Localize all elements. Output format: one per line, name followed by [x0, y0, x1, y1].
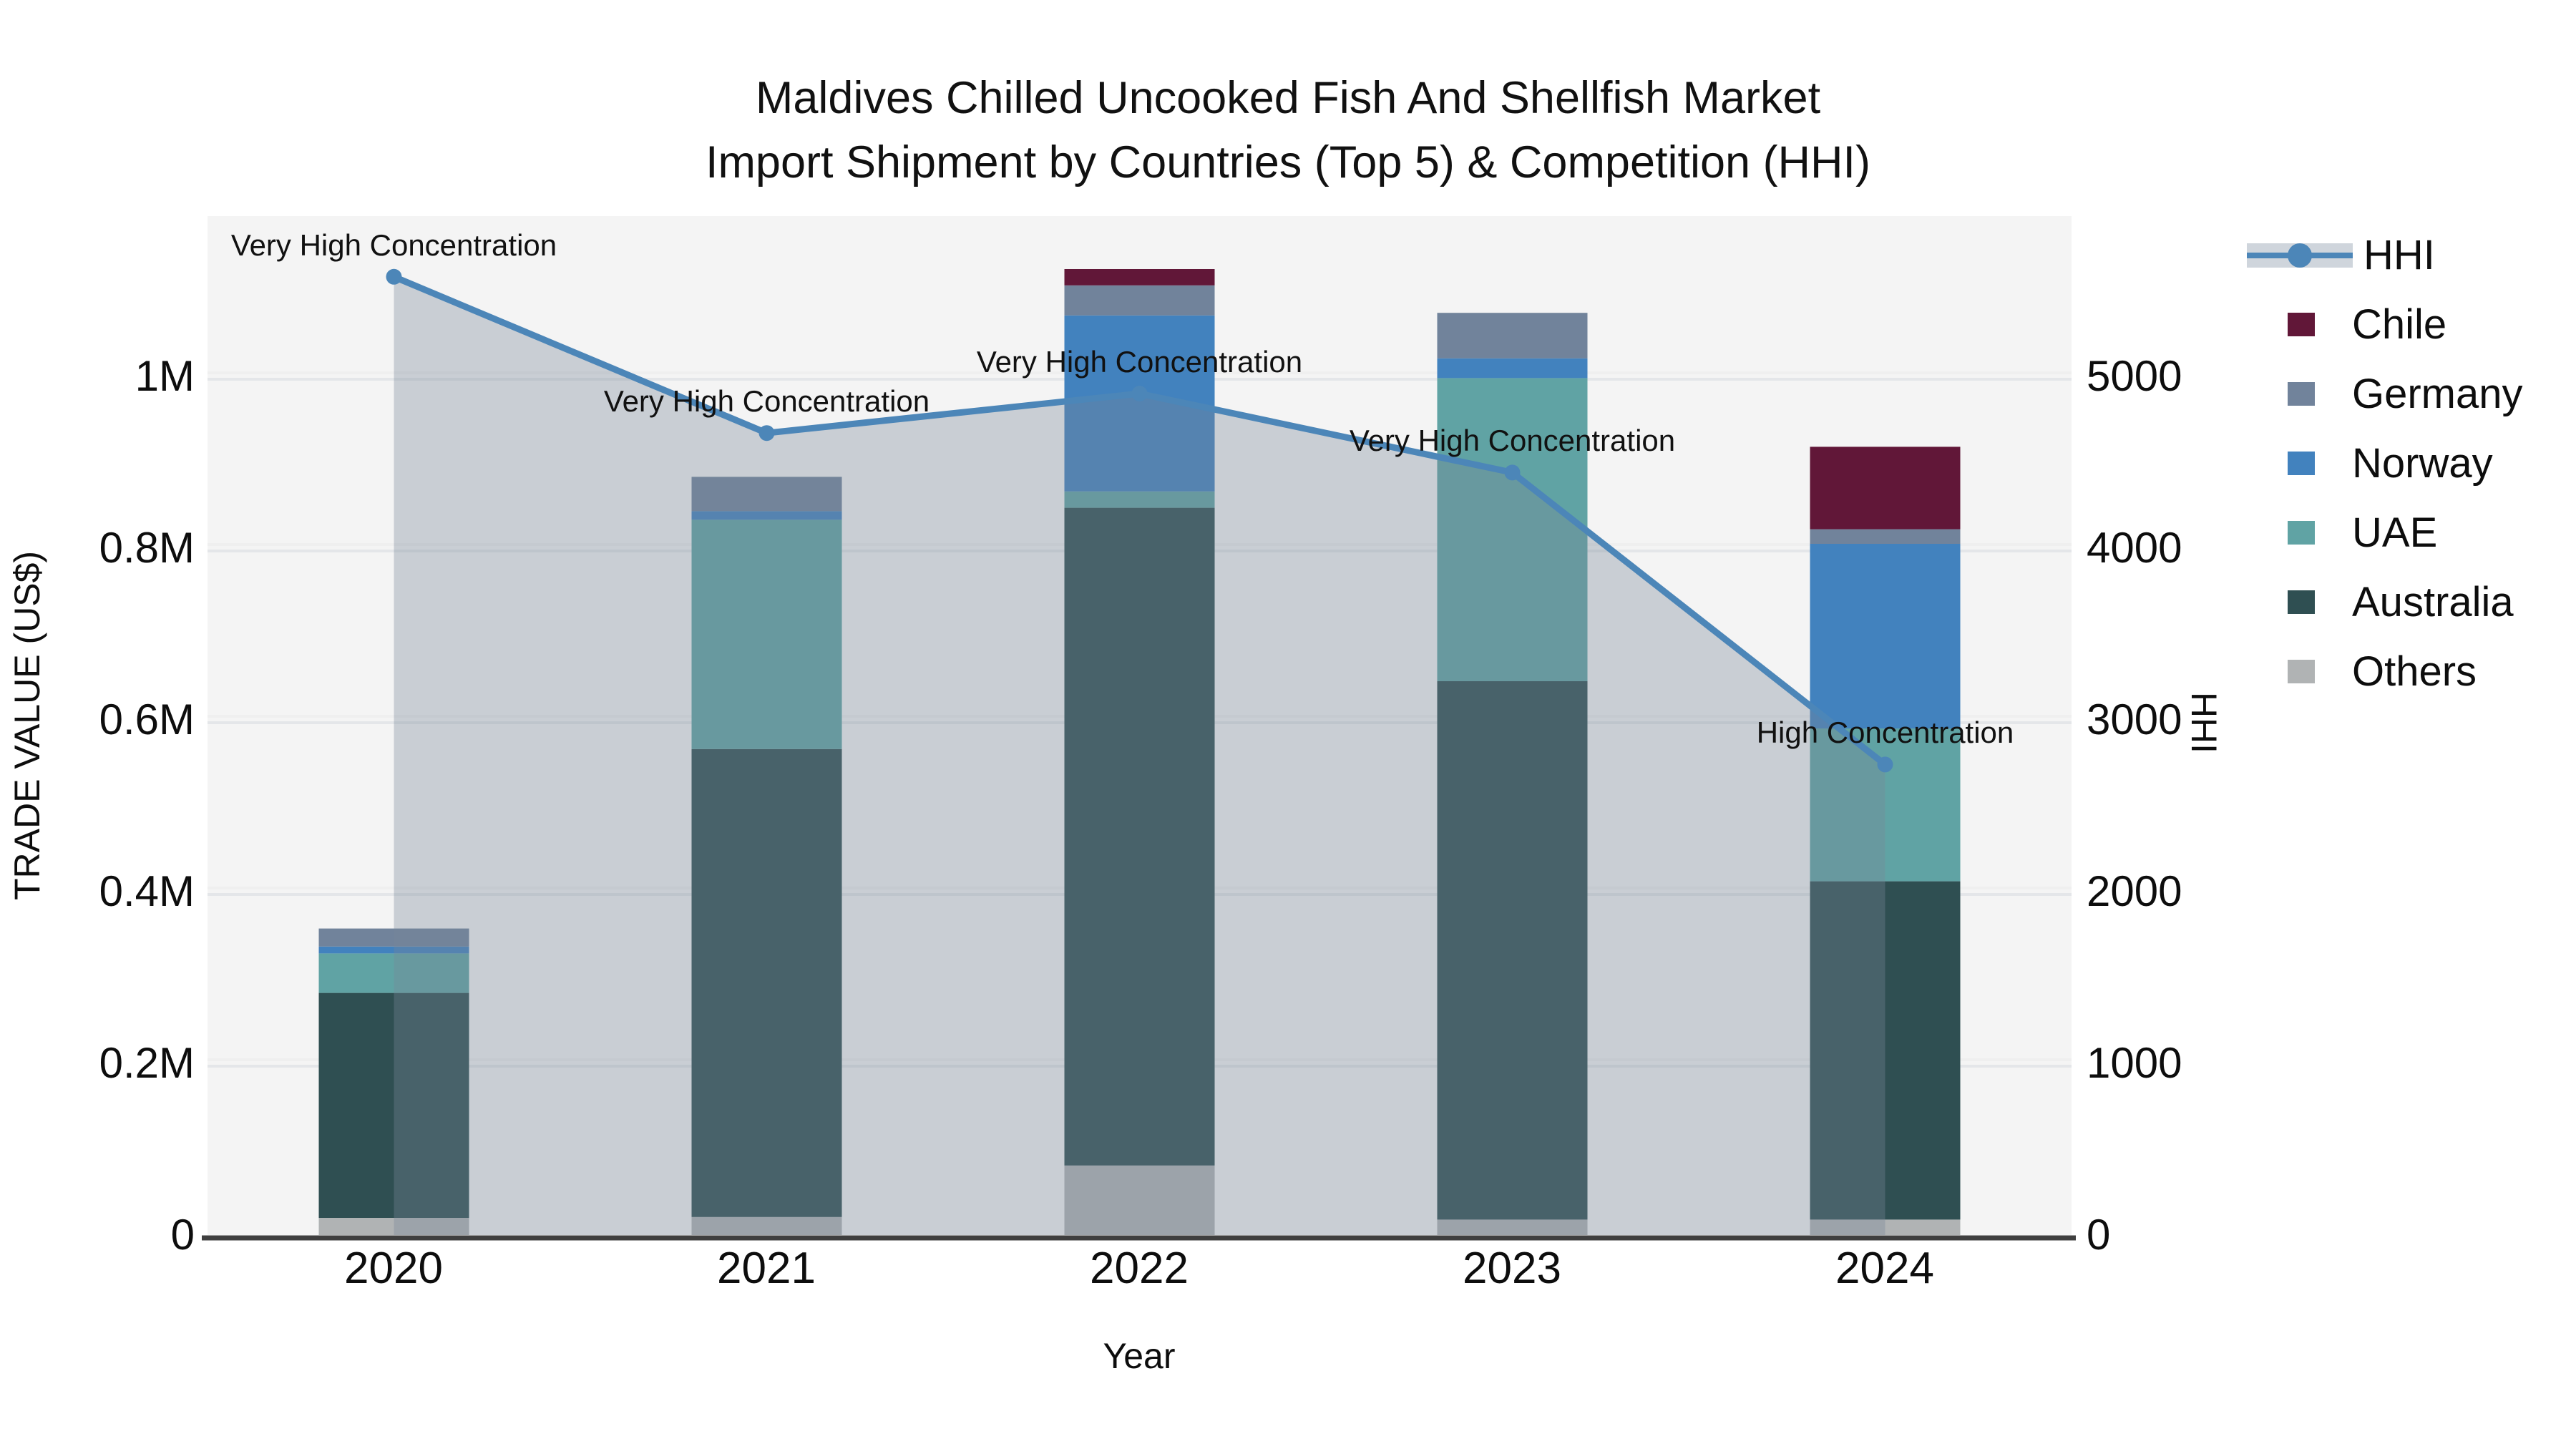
- hhi-area-fill: [394, 276, 1885, 1235]
- hhi-marker-2022: [1131, 386, 1148, 401]
- bar-others-2022: [1064, 1165, 1215, 1235]
- bar-uae-2021: [691, 519, 842, 749]
- bar-others-2020: [318, 1218, 469, 1235]
- hhi-marker-2024: [1877, 756, 1893, 773]
- legend-item-others: Others: [2247, 637, 2523, 706]
- x-tick-2024: 2024: [1835, 1244, 1934, 1293]
- y-left-tick-06m: 0.6M: [99, 696, 195, 743]
- norway-swatch-icon: [2288, 452, 2315, 475]
- y-right-tick-3000: 3000: [2087, 696, 2182, 743]
- legend-item-hhi: HHI: [2247, 220, 2523, 290]
- bar-others-2023: [1437, 1219, 1588, 1235]
- bar-norway-2024: [1810, 544, 1961, 728]
- y-left-tick-0: 0: [170, 1211, 195, 1259]
- bar-chile-2022: [1064, 269, 1215, 286]
- hhi-line-swatch-icon: [2247, 243, 2353, 268]
- bar-norway-2021: [691, 511, 842, 520]
- chart-title-line2: Import Shipment by Countries (Top 5) & C…: [705, 137, 1871, 187]
- hhi-marker-2023: [1504, 464, 1521, 481]
- legend-item-australia: Australia: [2247, 567, 2523, 637]
- bar-others-2021: [691, 1216, 842, 1235]
- hhi-marker-icon: [2288, 243, 2312, 268]
- y-right-tick-0: 0: [2087, 1211, 2111, 1259]
- legend: HHI Chile Germany Norway UAE Australia O…: [2247, 220, 2523, 706]
- bar-chile-2024: [1810, 447, 1961, 530]
- legend-item-uae: UAE: [2247, 498, 2523, 567]
- y-left-tick-08m: 0.8M: [99, 524, 195, 572]
- germany-swatch-icon: [2288, 382, 2315, 406]
- y-right-tick-2000: 2000: [2087, 867, 2182, 915]
- bar-others-2024: [1810, 1219, 1961, 1235]
- bar-germany-2024: [1810, 529, 1961, 544]
- chile-swatch-icon: [2288, 313, 2315, 336]
- bar-germany-2020: [318, 928, 469, 947]
- y-right-tick-5000: 5000: [2087, 352, 2182, 400]
- uae-swatch-icon: [2288, 521, 2315, 545]
- x-tick-2020: 2020: [344, 1244, 443, 1293]
- bar-germany-2021: [691, 477, 842, 512]
- chart-title: Maldives Chilled Uncooked Fish And Shell…: [429, 66, 2147, 195]
- hhi-marker-2021: [758, 425, 775, 441]
- x-tick-2022: 2022: [1090, 1244, 1189, 1293]
- y-right-tick-4000: 4000: [2087, 524, 2182, 572]
- legend-label-hhi: HHI: [2363, 232, 2435, 278]
- bar-germany-2022: [1064, 285, 1215, 316]
- bar-germany-2023: [1437, 313, 1588, 358]
- legend-item-chile: Chile: [2247, 290, 2523, 359]
- y-left-tick-04m: 0.4M: [99, 867, 195, 915]
- bar-australia-2021: [691, 748, 842, 1217]
- y-left-tick-1m: 1M: [135, 352, 195, 400]
- australia-swatch-icon: [2288, 590, 2315, 614]
- bar-uae-2020: [318, 953, 469, 993]
- legend-label-others: Others: [2352, 648, 2477, 695]
- legend-label-chile: Chile: [2352, 301, 2447, 348]
- chart-title-line1: Maldives Chilled Uncooked Fish And Shell…: [755, 73, 1821, 123]
- bar-uae-2024: [1810, 728, 1961, 882]
- legend-label-germany: Germany: [2352, 371, 2523, 417]
- others-swatch-icon: [2288, 660, 2315, 683]
- y-right-tick-1000: 1000: [2087, 1039, 2182, 1087]
- hhi-marker-2020: [386, 268, 402, 285]
- bar-australia-2024: [1810, 881, 1961, 1220]
- y-left-axis-title: TRADE VALUE (US$): [7, 550, 47, 901]
- annotation-2020: Very High Concentration: [230, 228, 557, 262]
- legend-label-norway: Norway: [2352, 440, 2493, 487]
- bar-norway-2020: [318, 946, 469, 954]
- bar-uae-2022: [1064, 491, 1215, 508]
- bar-australia-2022: [1064, 507, 1215, 1166]
- bar-norway-2023: [1437, 358, 1588, 379]
- annotation-2024: High Concentration: [1756, 716, 2014, 750]
- bar-uae-2023: [1437, 378, 1588, 681]
- legend-item-norway: Norway: [2247, 429, 2523, 498]
- legend-item-germany: Germany: [2247, 359, 2523, 429]
- legend-label-australia: Australia: [2352, 579, 2514, 625]
- legend-label-uae: UAE: [2352, 509, 2438, 556]
- x-tick-2021: 2021: [717, 1244, 816, 1293]
- annotation-2023: Very High Concentration: [1349, 424, 1676, 458]
- x-tick-2023: 2023: [1463, 1244, 1561, 1293]
- bar-australia-2023: [1437, 681, 1588, 1220]
- y-right-axis-title: HHI: [2184, 691, 2224, 754]
- bar-australia-2020: [318, 992, 469, 1218]
- annotation-2021: Very High Concentration: [603, 384, 930, 419]
- x-axis-title: Year: [1103, 1336, 1176, 1376]
- annotation-2022: Very High Concentration: [976, 345, 1303, 379]
- y-left-tick-02m: 0.2M: [99, 1039, 195, 1087]
